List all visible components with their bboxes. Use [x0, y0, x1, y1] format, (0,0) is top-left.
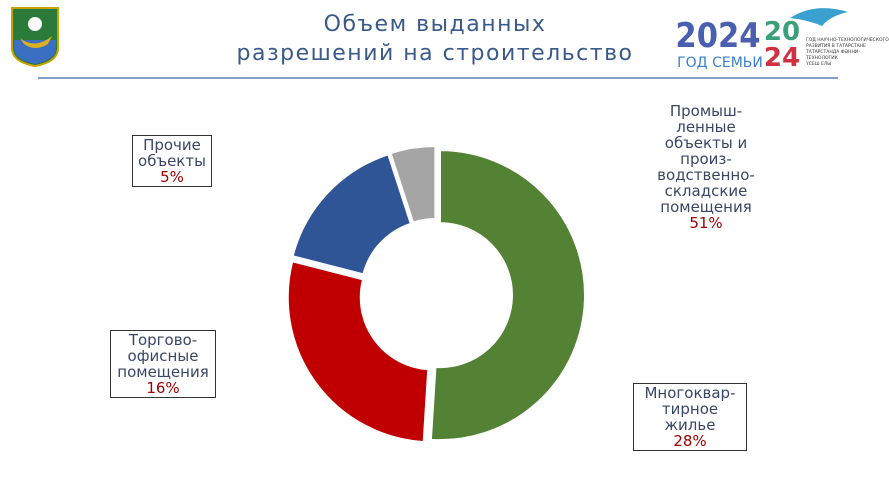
category-label: Промыш- ленные объекты и произ- водствен… [657, 102, 755, 216]
category-label: Многоквар- тирное жилье [644, 384, 736, 434]
coat-of-arms [11, 7, 59, 68]
data-label: Многоквар- тирное жилье 28% [633, 383, 747, 451]
value-label: 16% [146, 379, 180, 397]
donut-segment [286, 260, 430, 444]
category-label: Торгово- офисные помещения [117, 331, 209, 381]
logo2-top: 20 [764, 17, 800, 47]
value-label: 5% [160, 168, 184, 186]
data-label: Торгово- офисные помещения 16% [110, 330, 216, 398]
donut-segment [429, 149, 586, 442]
logo2-bottom: 24 [764, 43, 800, 73]
value-label: 51% [689, 214, 723, 232]
logo-caption: ГОД СЕМЬИ [677, 55, 763, 71]
donut-segment [291, 153, 413, 276]
data-label: Прочие объекты 5% [132, 135, 212, 187]
category-label: Прочие объекты [138, 136, 206, 170]
data-label: Промыш- ленные объекты и произ- водствен… [650, 103, 762, 231]
value-label: 28% [673, 432, 707, 450]
slide-title: Объем выданных разрешений на строительст… [236, 12, 634, 66]
donut-segment [389, 145, 437, 224]
logo2-text: ГОД НАУЧНО-ТЕХНОЛОГИЧЕСКОГО РАЗВИТИЯ В Т… [806, 38, 889, 67]
logo-year: 2024 [675, 16, 760, 56]
logo2-bird [790, 8, 848, 26]
